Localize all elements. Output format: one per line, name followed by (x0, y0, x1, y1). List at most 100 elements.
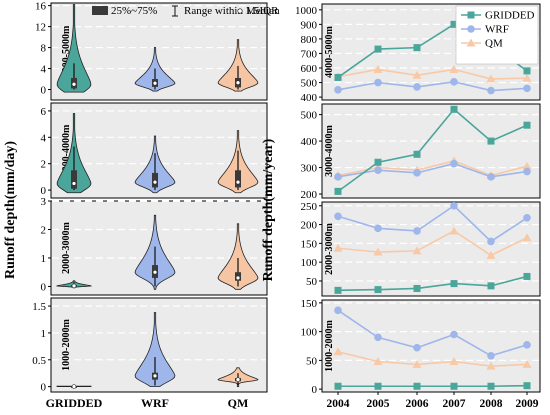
y-tick-label: 4 (41, 64, 47, 76)
data-point (449, 357, 459, 366)
series-line (337, 162, 528, 178)
data-point (412, 246, 422, 255)
data-point (486, 361, 496, 370)
data-point (373, 64, 383, 73)
data-point (486, 250, 496, 259)
median-marker (152, 179, 158, 185)
y-tick-label: 500 (301, 78, 318, 90)
legend-iqr-label: 25%~75% (111, 5, 157, 17)
data-point (523, 341, 531, 349)
y-tick-label: 50 (306, 276, 318, 288)
series-line (337, 309, 528, 357)
panel-label: 1000-2000m (61, 319, 72, 371)
x-tick-label: WRF (141, 396, 169, 410)
data-point (523, 167, 531, 176)
legend-range-label: Range within 1.5IQR (184, 5, 279, 17)
y-tick-label: 800 (301, 34, 318, 46)
series-wrf (334, 78, 531, 95)
data-point (450, 201, 458, 210)
y-tick-label: 400 (301, 136, 318, 148)
panel-label: 2000-3000m (324, 223, 335, 275)
legend-marker (467, 25, 475, 33)
y-tick-label: 600 (301, 63, 318, 75)
violin-panel-2: 0 2 4 6 3000-4000m (41, 102, 268, 199)
right-y-axis-label: Runoff depth(mm/year) (261, 138, 276, 281)
series-gridded (334, 272, 531, 294)
median-marker (71, 283, 77, 289)
data-point (449, 64, 459, 73)
data-point (333, 243, 343, 252)
violin-gridded (56, 113, 92, 194)
median-marker (235, 80, 241, 85)
y-tick-label: 100 (301, 327, 318, 339)
data-point (373, 247, 383, 256)
series-qm (333, 347, 532, 370)
data-point (522, 359, 532, 368)
y-tick-label: 1000 (295, 5, 318, 17)
legend-iqr-swatch (92, 6, 108, 15)
y-tick-label: 200 (301, 189, 318, 201)
data-point (450, 159, 458, 168)
violin-gridded (56, 4, 92, 93)
median-marker (235, 275, 241, 281)
data-point (413, 83, 421, 91)
line-legend: GRIDDED WRF QM (455, 5, 539, 65)
data-point (374, 224, 382, 233)
violin-wrf (134, 214, 176, 290)
series-line (337, 160, 528, 177)
y-tick-label: 0 (41, 185, 47, 197)
y-tick-label: 1 (41, 253, 47, 265)
violin-chart: 04812164000-5000m02463000-4000m01232000-… (32, 1, 280, 410)
data-point (413, 227, 421, 235)
data-point (412, 359, 422, 368)
data-point (522, 161, 532, 170)
data-point (413, 284, 421, 292)
x-tick-label: 2004 (327, 398, 350, 410)
data-point (413, 44, 421, 52)
series-qm (333, 64, 532, 83)
data-point (523, 84, 531, 93)
data-point (413, 382, 421, 390)
data-point (374, 158, 382, 166)
violin-wrf (134, 135, 176, 194)
line-panel-3: 50 100 150 200 250 2000-3000m (301, 201, 541, 297)
data-point (374, 333, 382, 342)
data-point (374, 166, 382, 174)
x-tick-label: 2006 (406, 398, 429, 410)
y-tick-label: 4 (41, 132, 47, 144)
violin-qm (217, 367, 259, 388)
data-point (450, 280, 458, 288)
panel-background (321, 299, 541, 393)
data-point (523, 67, 531, 75)
data-point (413, 343, 421, 352)
y-tick-label: 12 (35, 22, 46, 34)
data-point (487, 86, 495, 95)
data-point (487, 351, 495, 360)
x-tick-label: 2008 (480, 398, 503, 410)
data-point (374, 78, 382, 87)
data-point (374, 382, 382, 390)
y-tick-label: 250 (301, 201, 318, 213)
y-tick-label: 0 (312, 384, 318, 396)
data-point (412, 70, 422, 79)
panel-label: 2000-3000m (61, 222, 72, 274)
data-point (450, 78, 458, 86)
median-marker (71, 82, 77, 87)
data-point (522, 73, 532, 82)
x-tick-label: 2005 (367, 398, 390, 410)
y-tick-label: 1.5 (32, 301, 46, 313)
series-gridded (334, 105, 531, 195)
y-tick-label: 300 (301, 163, 318, 175)
y-tick-label: 16 (35, 1, 47, 13)
data-point (334, 73, 342, 81)
panel-label: 4000-5000m (61, 25, 72, 77)
data-point (334, 173, 342, 181)
legend-marker (466, 38, 476, 47)
legend-median-swatch (237, 8, 243, 14)
y-tick-label: 2 (41, 224, 47, 236)
violin-body (217, 39, 259, 92)
y-tick-label: 150 (301, 298, 318, 310)
violin-gridded (55, 280, 93, 289)
data-point (450, 105, 458, 113)
median-marker (71, 384, 77, 389)
